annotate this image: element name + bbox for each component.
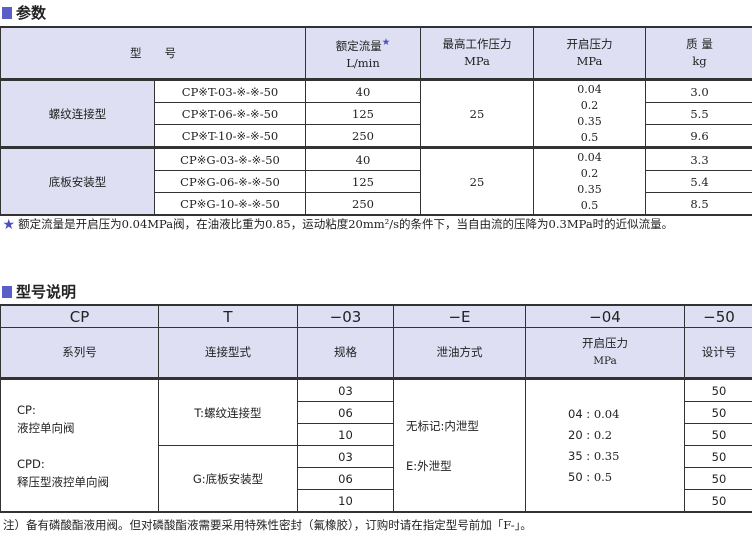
- model-code-table: CP T −03 −E −04 −50 系列号 连接型式 规格 泄油方式 开启压…: [0, 304, 752, 513]
- size-cell: 10: [297, 489, 394, 513]
- mass-cell: 3.3: [645, 147, 752, 171]
- table-row: CP※G-10-※-※-50 250 8.5: [1, 192, 752, 216]
- flow-cell: 125: [305, 170, 421, 193]
- connection-t: T:螺纹连接型: [158, 378, 298, 446]
- model-code-note: 注）备有磷酸酯液用阀。但对磷酸酯液需要采用特殊性密封（氟橡胶），订购时请在指定型…: [3, 518, 532, 532]
- code-connection: T: [158, 304, 298, 328]
- code-series: CP: [0, 304, 159, 328]
- label-crack: 开启压力 MPa: [525, 327, 685, 380]
- mass-cell: 5.5: [645, 102, 752, 125]
- model-cell: CP※G-03-※-※-50: [154, 147, 306, 171]
- header-flow: 额定流量★ L/min: [305, 26, 421, 81]
- params-table: 型 号 额定流量★ L/min 最高工作压力 MPa 开启压力 MPa 质 量 kg 螺…: [0, 26, 752, 216]
- size-cell: 06: [297, 467, 394, 490]
- crack-options-cell: 04 : 0.04 20 : 0.2 35 : 0.35 50 : 0.5: [525, 378, 685, 513]
- params-section-title: 参数: [2, 2, 46, 23]
- code-size: −03: [297, 304, 394, 328]
- flow-cell: 40: [305, 147, 421, 171]
- design-cell: 50: [684, 467, 752, 490]
- header-mass: 质 量 kg: [645, 26, 752, 81]
- params-footnote: ★ 额定流量是开启压为0.04MPa阀，在油液比重为0.85，运动粘度20mm²…: [3, 217, 674, 231]
- code-drain: −E: [393, 304, 526, 328]
- label-size: 规格: [297, 327, 394, 380]
- connection-g: G:底板安装型: [158, 445, 298, 513]
- table-row: CP※T-10-※-※-50 250 9.6: [1, 124, 752, 149]
- size-cell: 10: [297, 423, 394, 446]
- header-crack: 开启压力 MPa: [533, 26, 646, 81]
- crack-cell: 0.04 0.2 0.35 0.5: [533, 79, 646, 149]
- design-cell: 50: [684, 378, 752, 402]
- series-cell: CP: 液控单向阀 CPD: 释压型液控单向阀: [0, 378, 159, 513]
- code-design: −50: [684, 304, 752, 328]
- design-cell: 50: [684, 401, 752, 424]
- design-cell: 50: [684, 489, 752, 513]
- size-cell: 06: [297, 401, 394, 424]
- group-name: 螺纹连接型: [0, 79, 155, 149]
- design-cell: 50: [684, 423, 752, 446]
- label-design: 设计号: [684, 327, 752, 380]
- crack-cell: 0.04 0.2 0.35 0.5: [533, 147, 646, 216]
- mass-cell: 9.6: [645, 124, 752, 149]
- size-cell: 03: [297, 445, 394, 468]
- flow-cell: 250: [305, 124, 421, 149]
- table-row: CP※T-06-※-※-50 125 5.5: [1, 102, 752, 125]
- model-cell: CP※G-06-※-※-50: [154, 170, 306, 193]
- code-crack: −04: [525, 304, 685, 328]
- max-pressure-cell: 25: [420, 147, 534, 216]
- flow-cell: 125: [305, 102, 421, 125]
- max-pressure-cell: 25: [420, 79, 534, 149]
- section-marker-icon: [2, 285, 12, 298]
- model-cell: CP※T-10-※-※-50: [154, 124, 306, 149]
- mass-cell: 8.5: [645, 192, 752, 216]
- size-cell: 03: [297, 378, 394, 402]
- design-cell: 50: [684, 445, 752, 468]
- header-max-pressure: 最高工作压力 MPa: [420, 26, 534, 81]
- label-connection: 连接型式: [158, 327, 298, 380]
- drain-cell: 无标记:内泄型 E:外泄型: [393, 378, 526, 513]
- star-icon: ★: [381, 37, 391, 49]
- table-row: 底板安装型 CP※G-03-※-※-50 40 25 0.04 0.2 0.35 0.…: [0, 147, 752, 216]
- mass-cell: 3.0: [645, 79, 752, 103]
- label-drain: 泄油方式: [393, 327, 526, 380]
- flow-cell: 250: [305, 192, 421, 216]
- table-row: 螺纹连接型 CP※T-03-※-※-50 40 25 0.04 0.2 0.35 0.…: [0, 79, 752, 149]
- model-cell: CP※T-06-※-※-50: [154, 102, 306, 125]
- mass-cell: 5.4: [645, 170, 752, 193]
- model-cell: CP※T-03-※-※-50: [154, 79, 306, 103]
- model-cell: CP※G-10-※-※-50: [154, 192, 306, 216]
- label-series: 系列号: [0, 327, 159, 380]
- flow-cell: 40: [305, 79, 421, 103]
- header-model: 型 号: [0, 26, 306, 81]
- star-icon: ★: [3, 217, 15, 231]
- section-marker-icon: [2, 6, 12, 19]
- table-row: CP※G-06-※-※-50 125 5.4: [1, 170, 752, 193]
- group-name: 底板安装型: [0, 147, 155, 216]
- model-code-section-title: 型号说明: [2, 281, 76, 302]
